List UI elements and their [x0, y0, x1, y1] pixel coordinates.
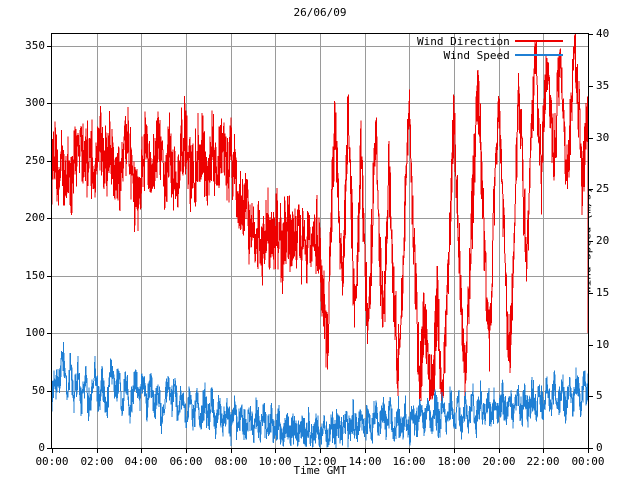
x-axis-title: Time GMT	[293, 464, 347, 477]
x-tick-label: 22:00	[526, 455, 560, 468]
y-tick-label-left: 100	[25, 326, 45, 339]
y-tick-left	[47, 276, 52, 277]
y-tick-right	[588, 448, 593, 449]
x-tick	[97, 448, 98, 453]
legend-swatch-wind-speed	[514, 54, 563, 56]
gridline-vertical	[141, 34, 142, 448]
x-tick	[275, 448, 276, 453]
x-tick	[365, 448, 366, 453]
y-tick-label-left: 250	[25, 154, 45, 167]
x-tick-label: 16:00	[392, 455, 426, 468]
x-tick	[141, 448, 142, 453]
legend: Wind Direction Wind Speed	[417, 34, 563, 62]
series-line-wind-direction	[52, 34, 588, 414]
x-tick-label: 12:00	[303, 455, 337, 468]
y-tick-label-right: 35	[596, 79, 610, 92]
y-tick-right	[588, 86, 593, 87]
series-layer	[52, 34, 588, 448]
legend-label-wind-direction: Wind Direction	[417, 34, 510, 48]
x-tick-label: 00:00	[35, 455, 69, 468]
legend-swatch-wind-direction	[514, 40, 563, 42]
y-tick-label-left: 150	[25, 269, 45, 282]
x-tick-label: 14:00	[348, 455, 382, 468]
series-line-wind-speed	[52, 342, 588, 448]
y-tick-left	[47, 161, 52, 162]
x-tick-label: 10:00	[258, 455, 292, 468]
x-tick-label: 00:00	[571, 455, 605, 468]
gridline-vertical	[543, 34, 544, 448]
y-tick-right	[588, 293, 593, 294]
x-tick	[499, 448, 500, 453]
gridline-vertical	[365, 34, 366, 448]
y-tick-label-right: 25	[596, 182, 610, 195]
gridline-vertical	[97, 34, 98, 448]
x-tick-label: 18:00	[437, 455, 471, 468]
y-tick-label-right: 40	[596, 27, 610, 40]
y-tick-right	[588, 241, 593, 242]
y-tick-label-right: 15	[596, 286, 610, 299]
y-tick-right	[588, 396, 593, 397]
y-tick-left	[47, 218, 52, 219]
y-tick-label-left: 300	[25, 96, 45, 109]
gridline-vertical	[499, 34, 500, 448]
plot-inner	[52, 34, 588, 448]
y-tick-left	[47, 333, 52, 334]
y-tick-label-right: 20	[596, 234, 610, 247]
y-tick-label-left: 200	[25, 211, 45, 224]
y-tick-right	[588, 138, 593, 139]
y-tick-left	[47, 391, 52, 392]
gridline-vertical	[454, 34, 455, 448]
y-tick-right	[588, 345, 593, 346]
x-tick	[454, 448, 455, 453]
chart-title: 26/06/09	[293, 6, 347, 19]
gridline-vertical	[409, 34, 410, 448]
x-tick-label: 06:00	[169, 455, 203, 468]
legend-item-wind-direction: Wind Direction	[417, 34, 563, 48]
x-tick	[320, 448, 321, 453]
y-tick-label-left: 50	[31, 384, 45, 397]
x-tick	[409, 448, 410, 453]
y-tick-label-left: 350	[25, 39, 45, 52]
legend-item-wind-speed: Wind Speed	[417, 48, 563, 62]
y-tick-left	[47, 448, 52, 449]
gridline-vertical	[186, 34, 187, 448]
gridline-vertical	[231, 34, 232, 448]
x-tick	[543, 448, 544, 453]
x-tick-label: 04:00	[124, 455, 158, 468]
y-tick-right	[588, 189, 593, 190]
x-tick	[186, 448, 187, 453]
x-tick	[588, 448, 589, 453]
legend-label-wind-speed: Wind Speed	[443, 48, 510, 62]
x-tick-label: 20:00	[482, 455, 516, 468]
x-tick	[52, 448, 53, 453]
plot-area: 0 50 100 150 200 250 300 350 0 5 10 15 20 25 30 35 40 0…	[25, 28, 609, 467]
x-tick-label: 02:00	[80, 455, 114, 468]
x-tick-label: 08:00	[214, 455, 248, 468]
y-tick-right	[588, 34, 593, 35]
y-tick-label-left: 0	[38, 441, 45, 454]
y-tick-left	[47, 46, 52, 47]
x-tick	[231, 448, 232, 453]
y-tick-label-right: 10	[596, 338, 610, 351]
y-tick-label-right: 0	[596, 441, 603, 454]
y-tick-label-right: 5	[596, 389, 603, 402]
y-tick-label-right: 30	[596, 131, 610, 144]
y-tick-left	[47, 103, 52, 104]
